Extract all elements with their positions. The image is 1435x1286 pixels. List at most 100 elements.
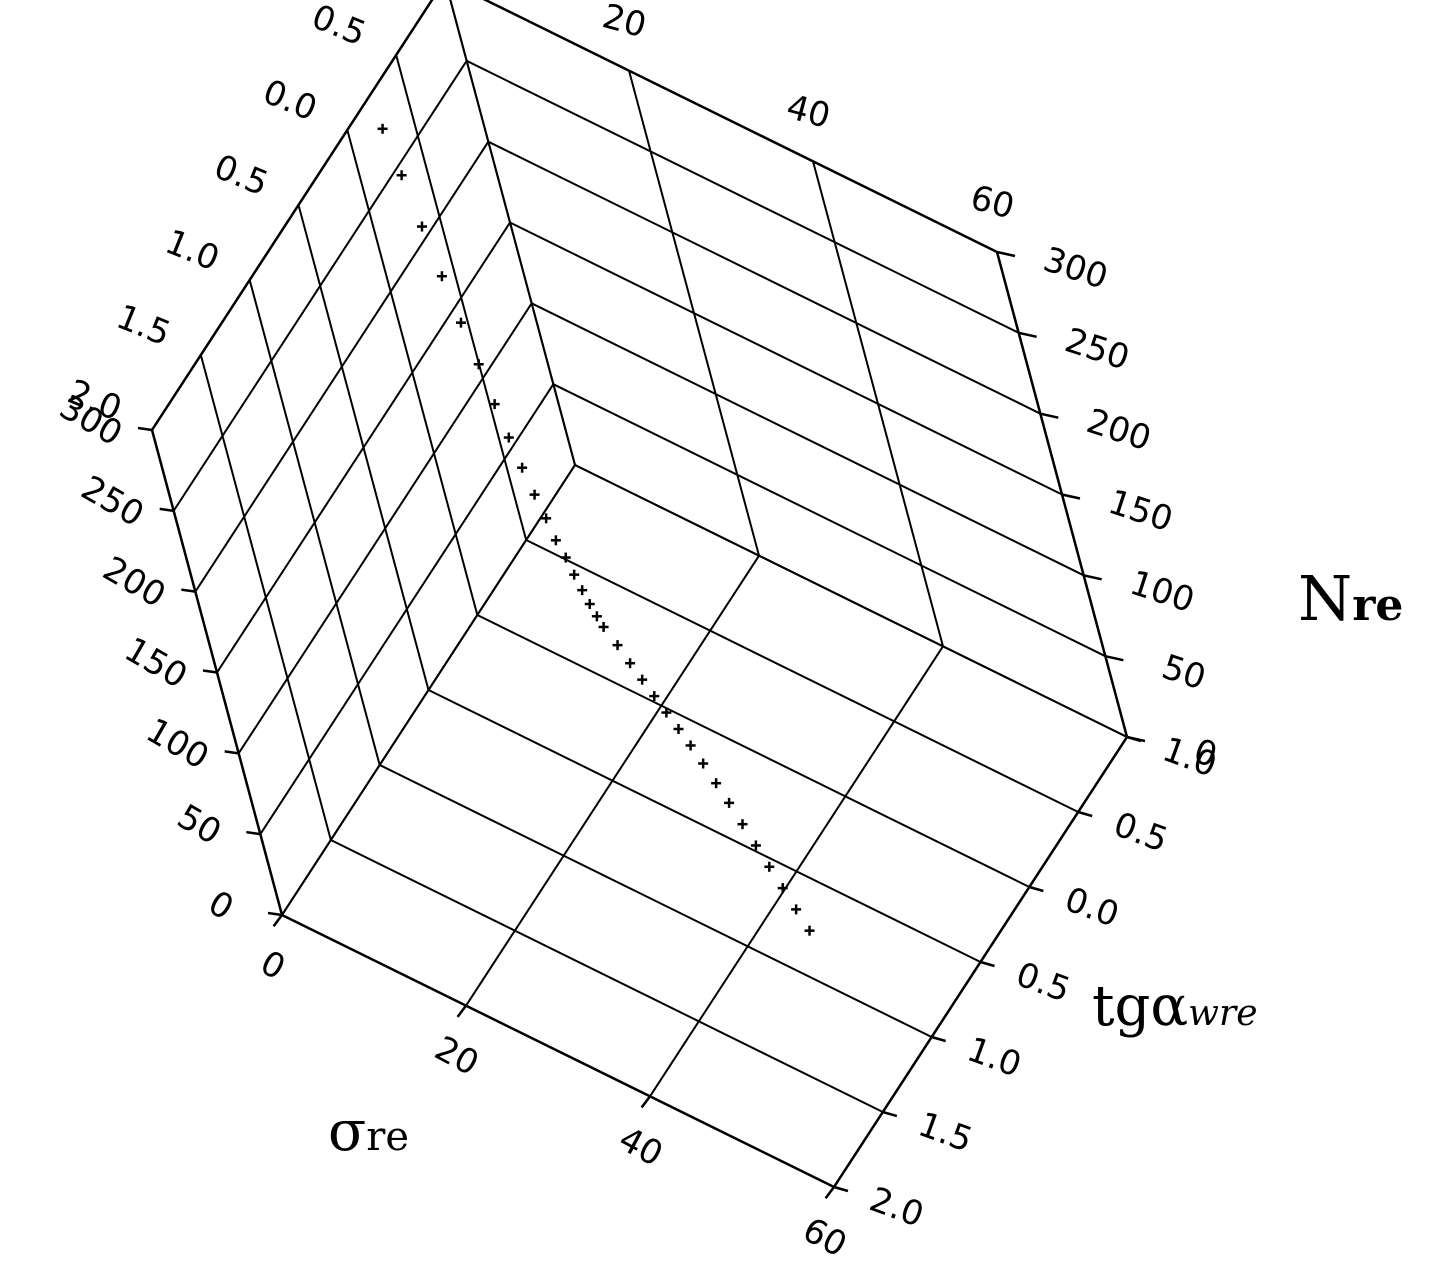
tg-back-tick-label: 0.5 [208,147,273,204]
tg-front-tick-mark [1028,885,1044,893]
sigma-top-tick-label: 20 [598,0,650,46]
sigma-tick-label: 60 [796,1210,853,1266]
n-left-tick-label: 0 [201,883,240,928]
tg-front-tick-mark [833,1185,849,1193]
left-wall-gridline-n [237,302,533,754]
tg-axis-title: tgαwre [1092,974,1258,1039]
n-left-tick-label: 250 [74,468,150,535]
tg-axis-title-main: tgα [1092,974,1188,1039]
n-right-tick-mark [1083,574,1102,581]
back-wall-gridline-n [552,383,1106,658]
n-right-tick-mark [996,250,1016,258]
data-point [673,724,684,734]
data-point [591,611,602,622]
data-point [711,778,722,789]
n-left-tick-mark [267,911,283,917]
sigma-tick-mark [640,1095,651,1109]
n-left-tick-label: 150 [118,630,194,697]
data-point [436,271,447,282]
floor-gridline-tg [476,614,1030,888]
data-point [550,535,561,546]
data-point [489,399,500,410]
sigma-tick-mark [456,1004,467,1018]
floor-gridline-tg [428,689,981,963]
data-point [804,925,815,936]
data-point [649,691,660,702]
grid-lines [151,0,1128,1188]
n-right-tick-label: 100 [1125,563,1199,621]
data-point [569,569,580,580]
data-point [377,123,388,134]
back-wall-gridline-n [509,221,1063,496]
left-wall-gridline-n [216,221,511,674]
n-left-tick-label: 100 [139,710,215,777]
sigma-axis-title: σre [328,1099,409,1164]
n-left-tick-mark [159,507,174,513]
data-point [529,489,540,500]
n-right-tick-label: 200 [1082,401,1156,459]
n-right-tick-label: 300 [1038,240,1112,298]
tg-front-tick-mark [980,960,995,968]
n-left-tick-mark [246,830,261,836]
tg-back-tick-label: 0.5 [306,0,371,54]
floor-gridline-tg [525,539,1079,813]
back-wall-gridline-n [483,0,998,253]
data-point [598,621,609,632]
data-point [791,904,802,915]
n-left-tick-mark [137,426,153,432]
back-wall-gridline-n [574,464,1128,738]
data-point [625,658,636,669]
n-right-tick-mark [1061,493,1081,500]
data-point [517,462,528,473]
tg-back-tick-label: 1.5 [111,297,176,354]
tg-back-tick-label: 0.0 [257,72,322,129]
data-point [584,599,595,610]
tg-front-tick-label: 1.5 [913,1105,977,1161]
tg-front-tick-label: 0.5 [1011,955,1075,1011]
data-point [473,359,484,370]
tg-front-tick-label: 1.0 [962,1030,1026,1086]
n-left-tick-mark [202,669,218,674]
n-left-tick-label: 200 [96,549,172,616]
back-wall-gridline-n [531,302,1085,577]
box-edge [150,0,434,431]
tg-axis-title-sub: wre [1188,993,1257,1034]
data-point [612,640,623,651]
box-edge [482,0,998,254]
sigma-top-tick-label: 60 [966,178,1018,228]
data-point [637,674,648,685]
data-point [777,883,788,894]
sigma-tick-mark [824,1186,835,1199]
data-point [685,740,696,751]
data-point [541,513,552,524]
data-point [698,758,709,769]
left-wall-gridline-n [172,60,468,512]
left-wall-gridline-n [281,464,576,916]
n-right-tick-mark [1126,735,1146,743]
data-point [455,317,466,328]
data-point [416,221,427,232]
sigma-tick-label: 0 [254,943,292,988]
tick-labels: 020406002040601.00.50.00.51.01.52.01.00.… [53,0,1222,1265]
data-point [396,170,407,181]
sigma-top-tick-label: 40 [782,87,834,137]
data-point [750,840,761,851]
n-left-tick-mark [224,750,239,755]
floor-gridline-tg [379,764,933,1038]
sigma-tick-label: 20 [428,1029,485,1085]
tg-front-tick-mark [931,1035,947,1043]
data-point [764,861,775,872]
tg-front-tick-mark [1077,810,1093,818]
box-frame [137,0,1146,1199]
n-axis-title-main: N [1298,562,1352,635]
n-left-tick-label: 50 [170,797,227,853]
n-axis-title: Nre [1298,562,1403,635]
n-right-tick-mark [1105,654,1124,662]
n-axis-title-sub: re [1352,580,1403,631]
n-right-tick-label: 50 [1157,647,1211,698]
box-edge [281,913,835,1189]
back-wall-gridline-n [466,59,1020,334]
data-point [503,432,514,443]
sigma-tick-label: 40 [612,1119,669,1175]
